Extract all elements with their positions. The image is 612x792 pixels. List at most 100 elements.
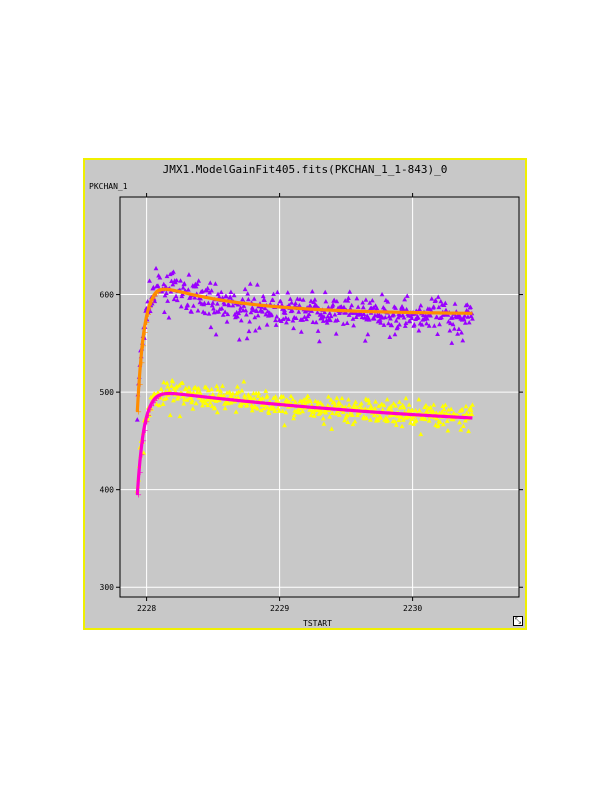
- data-point: [280, 316, 286, 322]
- data-point: [296, 410, 302, 415]
- fit-marker: +: [153, 394, 160, 403]
- data-point: [470, 316, 475, 321]
- fit-marker: +: [150, 295, 157, 304]
- data-point: [241, 303, 247, 308]
- fit-marker: +: [148, 402, 155, 411]
- fit-marker: +: [143, 318, 150, 327]
- data-point: [289, 308, 295, 313]
- data-point: [333, 331, 339, 336]
- data-point: [290, 396, 296, 402]
- data-point: [318, 409, 324, 414]
- data-point: [189, 309, 194, 314]
- data-point: [428, 313, 433, 318]
- data-point: [318, 400, 324, 405]
- fit-marker: +: [150, 398, 157, 407]
- data-point: [180, 285, 186, 290]
- data-point: [459, 330, 464, 335]
- data-point: [468, 407, 474, 413]
- resize-handle-icon[interactable]: ⤡: [513, 616, 523, 626]
- data-point: [382, 314, 388, 320]
- scatter-plot: 2228 2229 2230300400500600++++++++++++++++…: [100, 193, 523, 613]
- data-point: [468, 304, 473, 310]
- data-point: [325, 403, 331, 408]
- fit-marker: +: [140, 341, 147, 350]
- data-point: [296, 309, 302, 314]
- data-point: [181, 401, 187, 406]
- fit-marker: +: [139, 450, 146, 459]
- data-point: [351, 402, 357, 407]
- data-point: [202, 310, 208, 316]
- data-point: [178, 278, 183, 283]
- fit-marker: +: [145, 411, 152, 420]
- data-point: [224, 319, 230, 324]
- data-point: [353, 399, 358, 404]
- data-point: [220, 312, 226, 317]
- fit-marker: +: [147, 303, 154, 312]
- data-point: [297, 296, 303, 302]
- data-point: [428, 404, 433, 410]
- data-point: [327, 317, 333, 323]
- data-point: [318, 312, 324, 317]
- data-point: [171, 296, 177, 302]
- data-point: [285, 290, 291, 295]
- data-point: [214, 301, 220, 306]
- data-point: [262, 297, 267, 303]
- data-point: [447, 328, 453, 333]
- data-point: [397, 399, 402, 404]
- data-point: [439, 409, 445, 414]
- x-axis-label: TSTART: [303, 619, 332, 628]
- data-point: [355, 304, 361, 309]
- data-point: [170, 379, 176, 384]
- fit-marker: +: [135, 408, 142, 417]
- data-point: [326, 394, 331, 399]
- data-point: [244, 312, 249, 317]
- fit-marker: +: [147, 406, 154, 415]
- data-point: [367, 300, 373, 305]
- data-point: [203, 400, 209, 405]
- data-point: [444, 411, 450, 416]
- data-point: [366, 317, 372, 322]
- data-point: [291, 412, 297, 418]
- data-point: [326, 304, 331, 310]
- data-point: [459, 406, 465, 412]
- data-point: [385, 299, 391, 304]
- data-point: [437, 419, 443, 425]
- data-point: [266, 410, 272, 415]
- data-point: [331, 297, 337, 302]
- data-point: [262, 305, 268, 311]
- data-point: [307, 303, 313, 308]
- data-point: [247, 319, 253, 324]
- data-point: [273, 322, 279, 327]
- fit-marker: +: [135, 491, 142, 500]
- data-point: [280, 394, 286, 399]
- data-point: [218, 289, 224, 295]
- data-point: [271, 406, 277, 411]
- fit-marker: +: [157, 286, 164, 295]
- data-point: [260, 309, 265, 314]
- data-point: [376, 403, 382, 408]
- data-point: [245, 291, 251, 296]
- data-point: [254, 308, 260, 314]
- fit-marker: +: [139, 358, 146, 367]
- data-point: [234, 313, 240, 319]
- fit-marker: +: [137, 468, 144, 477]
- data-point: [264, 322, 270, 327]
- data-point: [340, 321, 346, 326]
- data-point: [231, 292, 237, 298]
- data-point: [174, 277, 180, 283]
- data-point: [207, 400, 213, 405]
- data-point: [307, 398, 313, 403]
- data-point: [182, 281, 187, 286]
- data-point: [462, 313, 468, 318]
- data-point: [196, 278, 202, 283]
- data-point: [229, 393, 234, 398]
- data-point: [392, 419, 398, 424]
- data-point: [163, 290, 169, 296]
- data-point: [403, 320, 409, 326]
- data-point: [379, 291, 385, 297]
- data-point: [289, 300, 295, 305]
- data-point: [270, 297, 276, 303]
- data-point: [220, 383, 225, 388]
- y-axis-label: PKCHAN_1: [89, 182, 128, 191]
- data-point: [286, 302, 292, 307]
